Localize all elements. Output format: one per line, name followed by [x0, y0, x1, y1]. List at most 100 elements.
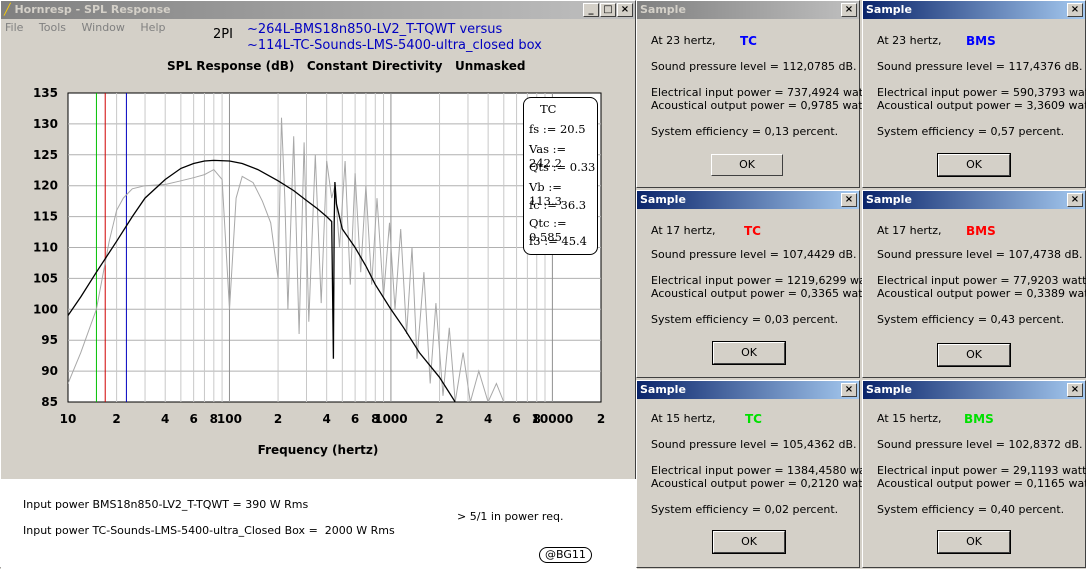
dialog-title: Sample — [866, 3, 912, 16]
dialog-title: Sample — [640, 383, 686, 396]
dialog-efficiency: System efficiency = 0,13 percent. — [651, 125, 839, 138]
dialog-series-label: BMS — [966, 34, 996, 48]
dialog-output-power: Acoustical output power = 0,3389 watts. — [877, 287, 1086, 300]
main-titlebar[interactable]: ╱ Hornresp - SPL Response _ □ × — [1, 1, 635, 19]
dialog-output-power: Acoustical output power = 3,3609 watts. — [877, 99, 1086, 112]
dialog-tc-17hz: Sample × At 17 hertz, TC Sound pressure … — [636, 190, 884, 378]
dialog-efficiency: System efficiency = 0,02 percent. — [651, 503, 839, 516]
dialog-title: Sample — [640, 193, 686, 206]
ok-button[interactable]: OK — [937, 153, 1011, 177]
dialog-freq: At 17 hertz, — [651, 224, 716, 237]
dialog-titlebar[interactable]: Sample × — [637, 191, 859, 209]
legend-title: TC — [540, 102, 557, 116]
y-tick-label: 120 — [33, 179, 58, 193]
ok-button[interactable]: OK — [712, 530, 786, 554]
author-badge: @BG11 — [539, 547, 592, 563]
dialog-tc-15hz: Sample × At 15 hertz, TC Sound pressure … — [636, 380, 884, 568]
x-tick-label: 10000 — [532, 412, 574, 426]
minimize-button[interactable]: _ — [583, 3, 599, 17]
dialog-spl: Sound pressure level = 107,4429 dB. — [651, 248, 857, 261]
menu-tools[interactable]: Tools — [38, 21, 67, 34]
x-tick-label: 8 — [210, 412, 218, 426]
y-tick-label: 115 — [33, 210, 58, 224]
dialog-title: Sample — [866, 193, 912, 206]
dialog-input-power: Electrical input power = 1384,4580 watts… — [651, 464, 884, 477]
dialog-output-power: Acoustical output power = 0,3365 watts. — [651, 287, 877, 300]
close-button[interactable]: × — [617, 3, 633, 17]
menubar: File Tools Window Help — [1, 19, 635, 37]
dialog-titlebar[interactable]: Sample × — [863, 1, 1085, 19]
x-tick-label: 4 — [161, 412, 169, 426]
x-tick-label: 2 — [435, 412, 443, 426]
ok-button[interactable]: OK — [711, 154, 783, 176]
close-button[interactable]: × — [841, 3, 857, 17]
dialog-input-power: Electrical input power = 29,1193 watts. — [877, 464, 1086, 477]
dialog-freq: At 15 hertz, — [651, 412, 716, 425]
legend-row: Qtc := 0.585 — [529, 216, 567, 244]
ok-button[interactable]: OK — [937, 530, 1011, 554]
legend-row: fs := 20.5 — [529, 122, 586, 136]
dialog-bms-23hz: Sample × At 23 hertz, BMS Sound pressure… — [862, 0, 1086, 188]
dialog-title: Sample — [640, 3, 686, 16]
dialog-input-power: Electrical input power = 737,4924 watts. — [651, 86, 877, 99]
y-tick-label: 90 — [41, 364, 58, 378]
x-tick-label: 2 — [274, 412, 282, 426]
dialog-output-power: Acoustical output power = 0,1165 watts. — [877, 477, 1086, 490]
dialog-input-power: Electrical input power = 77,9203 watts. — [877, 274, 1086, 287]
x-tick-label: 8 — [371, 412, 379, 426]
x-tick-label: 4 — [322, 412, 330, 426]
main-title: Hornresp - SPL Response — [14, 3, 171, 16]
menu-help[interactable]: Help — [140, 21, 166, 34]
dialog-titlebar[interactable]: Sample × — [863, 381, 1085, 399]
dialog-tc-23hz: Sample × At 23 hertz, TC Sound pressure … — [636, 0, 877, 188]
close-button[interactable]: × — [841, 383, 857, 397]
close-button[interactable]: × — [1067, 383, 1083, 397]
x-tick-label: 4 — [484, 412, 492, 426]
dialog-efficiency: System efficiency = 0,57 percent. — [877, 125, 1065, 138]
close-button[interactable]: × — [1067, 193, 1083, 207]
legend-row: Vas := 242.2 — [529, 142, 567, 170]
dialog-titlebar[interactable]: Sample × — [637, 1, 859, 19]
note-line-2: Input power TC-Sounds-LMS-5400-ultra_Clo… — [23, 524, 395, 537]
maximize-button[interactable]: □ — [600, 3, 616, 17]
series-line — [68, 117, 505, 402]
dialog-series-label: TC — [744, 224, 761, 238]
dialog-series-label: TC — [745, 412, 762, 426]
dialog-series-label: BMS — [966, 224, 996, 238]
dialog-freq: At 17 hertz, — [877, 224, 942, 237]
dialog-freq: At 23 hertz, — [651, 34, 716, 47]
menu-window[interactable]: Window — [81, 21, 125, 34]
x-tick-label: 8 — [533, 412, 541, 426]
x-axis-label: Frequency (hertz) — [258, 443, 379, 457]
compare-line-1: ~264L-BMS18n850-LV2_T-TQWT versus — [247, 22, 503, 37]
note-line-1: Input power BMS18n850-LV2_T-TQWT = 390 W… — [23, 498, 309, 511]
y-tick-label: 125 — [33, 148, 58, 162]
dialog-series-label: TC — [740, 34, 757, 48]
legend-row: Qts := 0.33 — [529, 160, 596, 174]
app-icon: ╱ — [4, 3, 11, 16]
chart-heading: SPL Response (dB) Constant Directivity U… — [167, 59, 526, 73]
ok-button[interactable]: OK — [937, 343, 1011, 367]
dialog-spl: Sound pressure level = 112,0785 dB. — [651, 60, 857, 73]
dialog-bms-15hz: Sample × At 15 hertz, BMS Sound pressure… — [862, 380, 1086, 568]
y-tick-label: 95 — [41, 333, 58, 347]
compare-line-2: ~114L-TC-Sounds-LMS-5400-ultra_closed bo… — [247, 38, 542, 53]
legend-row: fc := 36.3 — [529, 198, 587, 212]
dialog-spl: Sound pressure level = 107,4738 dB. — [877, 248, 1083, 261]
dialog-title: Sample — [866, 383, 912, 396]
menu-file[interactable]: File — [5, 21, 24, 34]
dialog-efficiency: System efficiency = 0,40 percent. — [877, 503, 1065, 516]
y-tick-label: 110 — [33, 241, 58, 255]
dialog-output-power: Acoustical output power = 0,2120 watts. — [651, 477, 877, 490]
y-tick-label: 100 — [33, 302, 58, 316]
ok-button[interactable]: OK — [712, 341, 786, 365]
dialog-titlebar[interactable]: Sample × — [863, 191, 1085, 209]
dialog-efficiency: System efficiency = 0,03 percent. — [651, 313, 839, 326]
close-button[interactable]: × — [841, 193, 857, 207]
notes-panel: Input power BMS18n850-LV2_T-TQWT = 390 W… — [1, 479, 637, 569]
dialog-bms-17hz: Sample × At 17 hertz, BMS Sound pressure… — [862, 190, 1086, 378]
close-button[interactable]: × — [1067, 3, 1083, 17]
dialog-titlebar[interactable]: Sample × — [637, 381, 859, 399]
y-tick-label: 135 — [33, 86, 58, 100]
